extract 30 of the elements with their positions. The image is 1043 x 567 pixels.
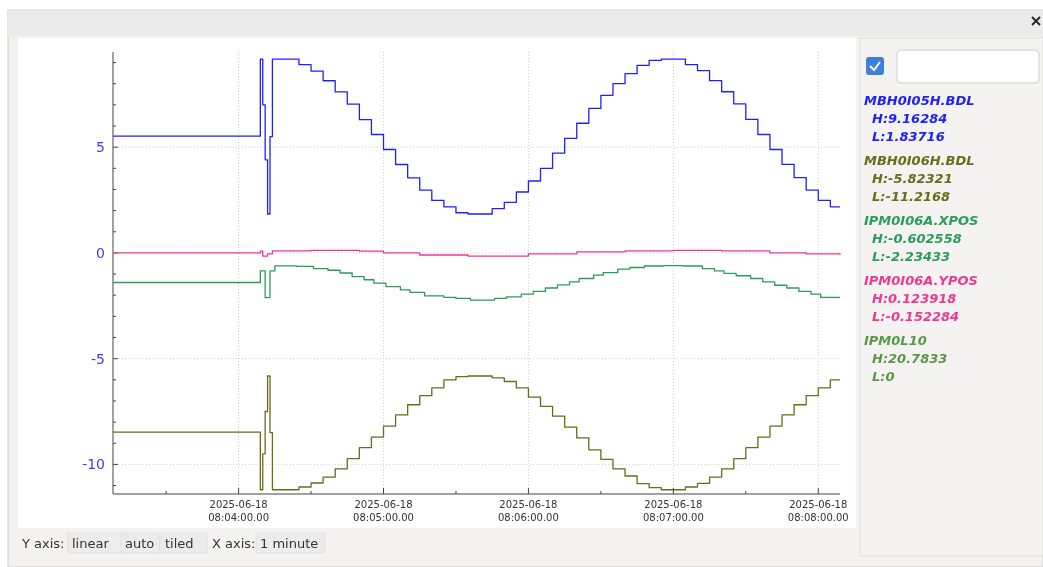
y-tick-label: 0: [96, 244, 105, 261]
x-tick-label: 2025-06-18 08:07:00.00: [642, 499, 704, 523]
text: MBH0I06H.BDL: [864, 153, 975, 168]
text: H:0.123918: [872, 291, 957, 306]
x-tick-label: 2025-06-18 08:06:00.00: [498, 499, 559, 523]
text: Y axis:: [21, 536, 65, 551]
y-tick-label: 5: [96, 139, 105, 156]
x-tick-label: 2025-06-18 08:04:00.00: [208, 499, 270, 523]
text: tiled: [165, 536, 194, 551]
text: H:20.7833: [872, 351, 948, 366]
text: H:9.16284: [872, 111, 948, 126]
text: 1 minute: [260, 536, 319, 551]
text: IPM0I06A.XPOS: [864, 213, 979, 228]
text: L:0: [872, 369, 895, 384]
text: H:-5.82321: [872, 171, 953, 186]
text: linear: [72, 536, 110, 551]
legend-label: IPM0L10: [864, 333, 927, 348]
text: X axis:: [212, 536, 256, 551]
text: MBH0I05H.BDL: [864, 93, 975, 108]
text: L:-0.152284: [872, 309, 960, 324]
text: auto: [125, 536, 155, 551]
y-tick-label: -5: [91, 350, 105, 367]
y-tick-label: -10: [82, 456, 105, 473]
text: L:-11.2168: [872, 189, 951, 204]
text: H:-0.602558: [872, 231, 962, 246]
text: IPM0I06A.YPOS: [864, 273, 978, 288]
text: L:-2.23433: [872, 249, 951, 264]
x-tick-label: 2025-06-18 08:08:00.00: [787, 499, 849, 523]
x-tick-label: 2025-06-18 08:05:00.00: [353, 499, 414, 523]
text: L:1.83716: [872, 129, 945, 144]
